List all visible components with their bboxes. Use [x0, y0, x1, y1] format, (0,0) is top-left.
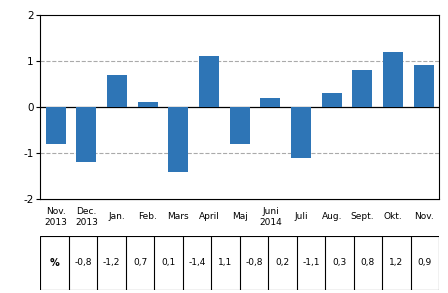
- Text: 0,8: 0,8: [361, 258, 375, 268]
- Text: Mars: Mars: [168, 212, 189, 221]
- Bar: [199, 56, 219, 107]
- Bar: [414, 65, 434, 107]
- Text: -0,8: -0,8: [74, 258, 92, 268]
- Text: Nov.: Nov.: [414, 212, 434, 221]
- Text: Maj: Maj: [232, 212, 248, 221]
- Text: Sept.: Sept.: [350, 212, 374, 221]
- Bar: [383, 52, 403, 107]
- Text: Aug.: Aug.: [322, 212, 342, 221]
- Bar: [260, 98, 280, 107]
- Text: Nov.
2013: Nov. 2013: [44, 207, 67, 226]
- Bar: [76, 107, 96, 162]
- Text: April: April: [198, 212, 220, 221]
- Text: Okt.: Okt.: [383, 212, 402, 221]
- Text: -1,4: -1,4: [188, 258, 206, 268]
- Text: -0,8: -0,8: [245, 258, 263, 268]
- Bar: [230, 107, 250, 144]
- Text: -1,1: -1,1: [302, 258, 319, 268]
- Bar: [46, 107, 65, 144]
- Text: Jan.: Jan.: [108, 212, 125, 221]
- Text: Juni
2014: Juni 2014: [259, 207, 282, 226]
- Bar: [353, 70, 372, 107]
- Text: -1,2: -1,2: [103, 258, 120, 268]
- Text: 0,7: 0,7: [133, 258, 147, 268]
- Bar: [322, 93, 342, 107]
- Text: Feb.: Feb.: [138, 212, 157, 221]
- Text: %: %: [50, 258, 60, 268]
- Text: 0,2: 0,2: [276, 258, 289, 268]
- Text: Juli: Juli: [294, 212, 308, 221]
- Text: 1,2: 1,2: [389, 258, 403, 268]
- Bar: [138, 102, 158, 107]
- Text: Dec.
2013: Dec. 2013: [75, 207, 98, 226]
- Text: 0,1: 0,1: [161, 258, 176, 268]
- Bar: [168, 107, 188, 171]
- Text: 1,1: 1,1: [218, 258, 233, 268]
- Text: 0,9: 0,9: [418, 258, 432, 268]
- Bar: [107, 75, 127, 107]
- Bar: [291, 107, 311, 158]
- Text: 0,3: 0,3: [332, 258, 346, 268]
